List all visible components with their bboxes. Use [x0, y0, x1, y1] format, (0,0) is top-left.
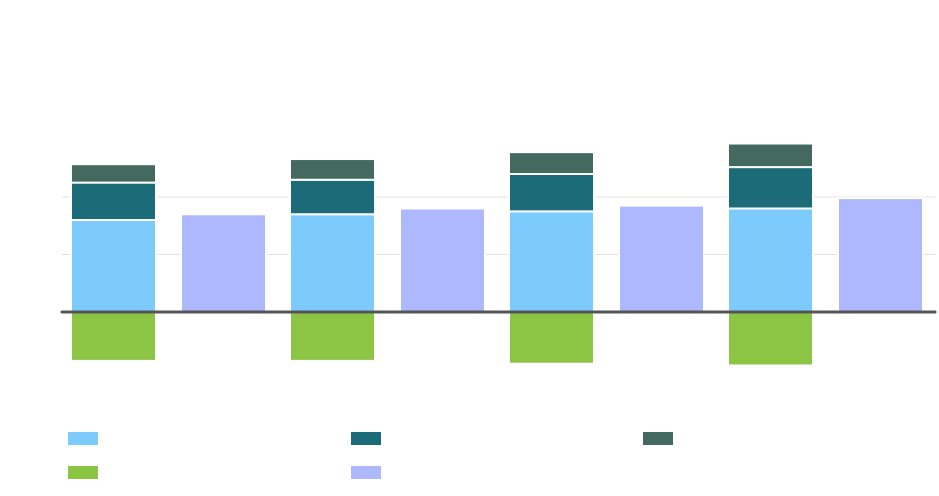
bar-stack-a-a3-2 — [508, 151, 595, 175]
bar-stack-a-a1-2 — [508, 210, 595, 313]
bar-stack-a-a3-0 — [70, 163, 157, 184]
bar-stack-b-b1-3 — [837, 197, 924, 313]
bar-stack-a-a3-1 — [289, 158, 376, 181]
bar-stack-b-b1-1 — [399, 207, 486, 313]
bar-stack-a-a4-3 — [727, 311, 814, 367]
bar-stack-a-a4-0 — [70, 311, 157, 362]
bar-stack-a-a2-0 — [70, 181, 157, 221]
bar-stack-a-a2-1 — [289, 178, 376, 216]
bar-stack-b-b1-0 — [180, 213, 267, 313]
bar-stack-a-a4-2 — [508, 311, 595, 365]
bar-stack-a-a3-3 — [727, 142, 814, 169]
legend-swatch-a1 — [68, 432, 98, 445]
legend-swatch-a4 — [68, 466, 98, 479]
legend-swatch-b1 — [351, 466, 381, 479]
bar-stack-a-a2-2 — [508, 173, 595, 213]
bar-stack-a-a1-0 — [70, 219, 157, 313]
bar-stack-a-a2-3 — [727, 166, 814, 210]
bar-stack-a-a1-1 — [289, 213, 376, 313]
legend-swatch-a3 — [643, 432, 673, 445]
legend-swatch-a2 — [351, 432, 381, 445]
bar-stack-a-a1-3 — [727, 207, 814, 313]
legend — [68, 432, 673, 479]
bar-stack-b-b1-2 — [618, 204, 705, 313]
bar-stack-a-a4-1 — [289, 311, 376, 362]
